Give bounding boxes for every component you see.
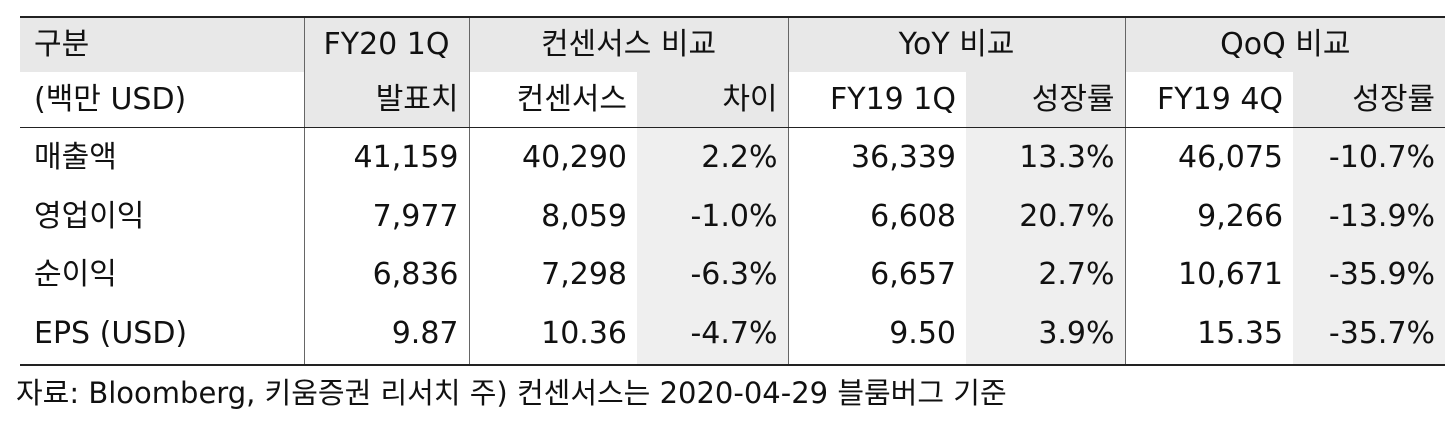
header-fy19-4q: FY19 4Q: [1124, 72, 1294, 128]
cell-qoq: -35.9%: [1293, 246, 1446, 304]
cell-yoy: 13.3%: [966, 127, 1126, 188]
cell-diff: -6.3%: [637, 246, 789, 304]
cell-qoq: -13.9%: [1293, 188, 1446, 246]
cell-yoy: 2.7%: [966, 246, 1126, 304]
cell-consensus: 8,059: [468, 188, 637, 246]
table-row-net-income: 순이익 6,836 7,298 -6.3% 6,657 2.7% 10,671 …: [20, 246, 1446, 304]
row-label: 매출액: [34, 140, 117, 175]
cell-yoy: 20.7%: [966, 188, 1126, 246]
header-yoy-compare: YoY 비교: [787, 16, 1126, 72]
cell-fy19-1q: 6,608: [787, 188, 967, 246]
header-fy20-1q: FY20 1Q: [303, 16, 469, 72]
table-row-eps: EPS (USD) 9.87 10.36 -4.7% 9.50 3.9% 15.…: [20, 304, 1446, 366]
cell-yoy: 3.9%: [966, 304, 1126, 366]
header-qoq-growth: 성장률: [1293, 72, 1446, 128]
header-fy19-1q: FY19 1Q: [787, 72, 967, 128]
cell-consensus: 40,290: [468, 127, 637, 188]
cell-diff: -1.0%: [637, 188, 789, 246]
cell-fy19-1q: 9.50: [787, 304, 967, 366]
row-label: EPS (USD): [20, 304, 304, 366]
header-category: 구분: [20, 16, 304, 72]
header-row-2: (백만 USD) 발표치 컨센서스 차이 FY19 1Q 성장률 FY19 4Q…: [20, 72, 1446, 128]
cell-fy19-4q: 46,075: [1124, 127, 1294, 188]
row-label: 순이익: [34, 257, 117, 292]
cell-diff: 2.2%: [637, 127, 789, 188]
cell-actual: 7,977: [303, 188, 469, 246]
row-label: 영업이익: [34, 199, 145, 234]
header-consensus: 컨센서스: [468, 72, 637, 128]
source-note: 자료: Bloomberg, 키움증권 리서치 주) 컨센서스는 2020-04…: [16, 376, 1007, 410]
header-unit: (백만 USD): [20, 72, 304, 128]
cell-qoq: -10.7%: [1293, 127, 1446, 188]
cell-qoq: -35.7%: [1293, 304, 1446, 366]
cell-diff: -4.7%: [637, 304, 789, 366]
table-row-operating-income: 영업이익 7,977 8,059 -1.0% 6,608 20.7% 9,266…: [20, 188, 1446, 246]
header-actual: 발표치: [303, 72, 469, 128]
cell-consensus: 10.36: [468, 304, 637, 366]
earnings-table: 구분 FY20 1Q 컨센서스 비교 YoY 비교 QoQ 비교 (백만 USD…: [20, 16, 1446, 366]
header-difference: 차이: [637, 72, 789, 128]
cell-consensus: 7,298: [468, 246, 637, 304]
header-qoq-compare: QoQ 비교: [1124, 16, 1446, 72]
header-consensus-compare: 컨센서스 비교: [468, 16, 789, 72]
header-row-1: 구분 FY20 1Q 컨센서스 비교 YoY 비교 QoQ 비교: [20, 16, 1446, 72]
cell-actual: 9.87: [303, 304, 469, 366]
cell-fy19-4q: 15.35: [1124, 304, 1294, 366]
cell-actual: 6,836: [303, 246, 469, 304]
cell-fy19-1q: 36,339: [787, 127, 967, 188]
cell-fy19-4q: 10,671: [1124, 246, 1294, 304]
cell-fy19-1q: 6,657: [787, 246, 967, 304]
cell-fy19-4q: 9,266: [1124, 188, 1294, 246]
table-row-revenue: 매출액 41,159 40,290 2.2% 36,339 13.3% 46,0…: [20, 127, 1446, 188]
header-yoy-growth: 성장률: [966, 72, 1126, 128]
cell-actual: 41,159: [303, 127, 469, 188]
